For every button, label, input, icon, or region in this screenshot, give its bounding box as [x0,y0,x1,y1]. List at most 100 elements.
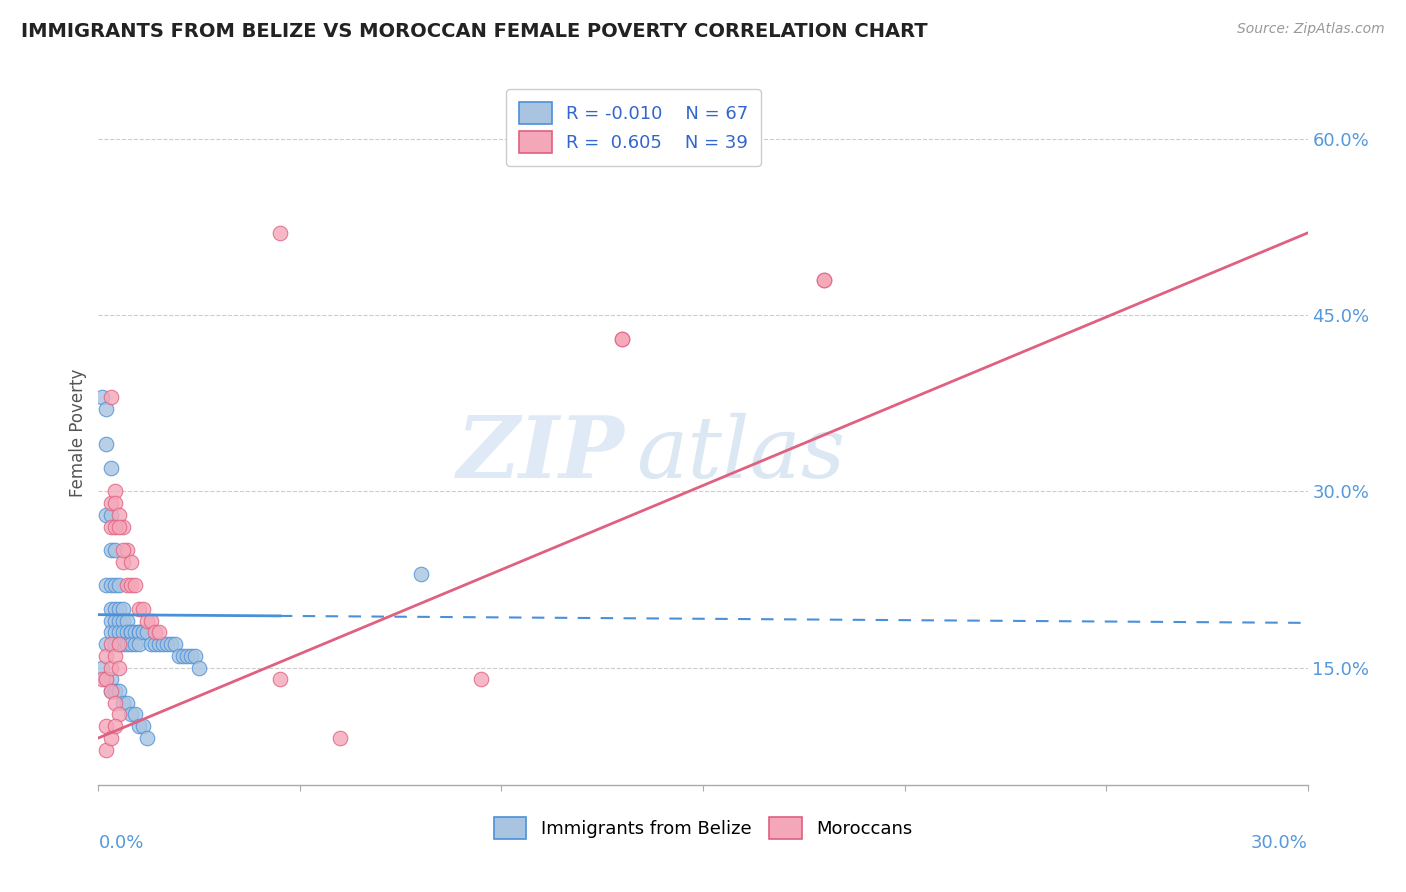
Point [115,696,138,710]
Point [148,625,170,640]
Point [103,484,125,499]
Point [103,614,125,628]
Point [91,673,114,687]
Point [143,637,166,651]
Point [111,555,134,569]
Text: Source: ZipAtlas.com: Source: ZipAtlas.com [1237,22,1385,37]
Point [329,731,352,745]
Point [100,673,122,687]
Point [135,614,157,628]
Point [128,601,150,615]
Point [128,719,150,733]
Point [115,637,138,651]
Point [100,460,122,475]
Point [107,601,129,615]
Point [100,543,122,558]
Point [107,637,129,651]
Point [100,660,122,674]
Point [409,566,432,581]
Point [96,437,118,451]
Point [103,519,125,533]
Point [132,719,155,733]
Point [107,508,129,522]
Point [96,742,118,756]
Point [111,543,134,558]
Point [96,508,118,522]
Point [107,578,129,592]
Point [107,625,129,640]
Point [163,637,186,651]
Point [120,637,142,651]
Point [111,637,134,651]
Point [100,731,122,745]
Point [124,625,146,640]
Point [103,648,125,663]
Point [107,637,129,651]
Point [115,578,138,592]
Point [269,226,291,240]
Point [100,637,122,651]
Point [96,648,118,663]
Point [135,731,157,745]
Y-axis label: Female Poverty: Female Poverty [69,368,87,497]
Point [124,578,146,592]
Point [100,625,122,640]
Point [100,601,122,615]
Text: atlas: atlas [637,412,845,495]
Text: ZIP: ZIP [457,412,624,496]
Point [120,625,142,640]
Point [100,684,122,698]
Point [470,673,492,687]
Point [139,614,162,628]
Point [96,673,118,687]
Point [120,578,142,592]
Point [612,332,634,346]
Point [111,625,134,640]
Point [103,601,125,615]
Point [132,601,155,615]
Text: 0.0%: 0.0% [98,834,143,852]
Point [124,637,146,651]
Point [103,637,125,651]
Point [269,673,291,687]
Text: IMMIGRANTS FROM BELIZE VS MOROCCAN FEMALE POVERTY CORRELATION CHART: IMMIGRANTS FROM BELIZE VS MOROCCAN FEMAL… [21,22,928,41]
Point [120,707,142,722]
Point [96,637,118,651]
Point [813,273,835,287]
Point [103,543,125,558]
Point [813,273,835,287]
Point [180,648,202,663]
Point [103,696,125,710]
Point [152,637,174,651]
Point [128,625,150,640]
Point [176,648,198,663]
Point [148,637,170,651]
Point [115,543,138,558]
Point [184,648,207,663]
Point [100,508,122,522]
Point [111,601,134,615]
Legend: Immigrants from Belize, Moroccans: Immigrants from Belize, Moroccans [486,810,920,847]
Point [96,673,118,687]
Point [107,519,129,533]
Point [612,332,634,346]
Point [100,684,122,698]
Point [100,519,122,533]
Point [103,625,125,640]
Point [135,625,157,640]
Point [96,402,118,417]
Point [91,660,114,674]
Point [139,637,162,651]
Point [111,696,134,710]
Point [160,637,183,651]
Point [103,684,125,698]
Point [103,578,125,592]
Point [115,625,138,640]
Point [124,707,146,722]
Text: 30.0%: 30.0% [1251,834,1308,852]
Point [100,390,122,404]
Point [111,519,134,533]
Point [188,660,211,674]
Point [96,578,118,592]
Point [132,625,155,640]
